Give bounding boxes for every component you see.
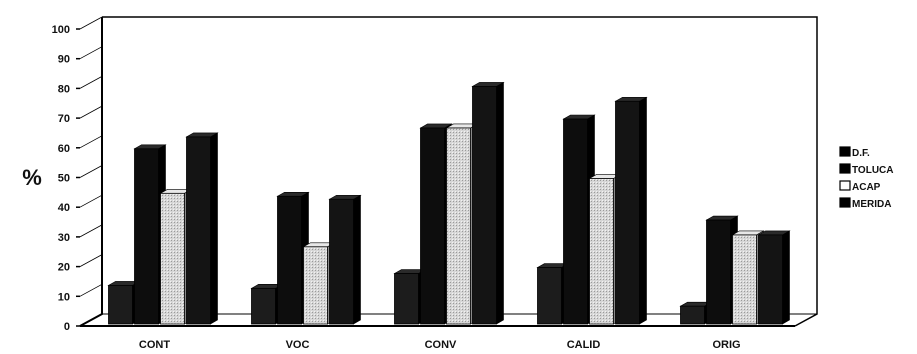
- y-tick-connector: [79, 194, 103, 208]
- legend-swatch: [839, 163, 851, 174]
- x-category-label: CONT: [139, 339, 170, 351]
- y-tick-connector: [79, 313, 103, 327]
- y-tick-label: 0: [64, 321, 70, 333]
- bar-orig-merida: [757, 230, 791, 325]
- bar-front: [251, 287, 276, 325]
- y-tick-connector: [79, 46, 103, 60]
- x-category-label: VOC: [286, 339, 310, 351]
- y-axis-label: %: [22, 165, 42, 190]
- legend-label: D.F.: [852, 148, 870, 159]
- bar-side: [496, 81, 504, 325]
- bar-front: [563, 118, 588, 325]
- y-tick-label: 10: [58, 291, 70, 303]
- x-category-label: CALID: [567, 339, 601, 351]
- bar-front: [537, 267, 562, 325]
- bar-calid-merida: [614, 96, 648, 325]
- bar-voc-acap: [302, 242, 336, 325]
- bar-side: [639, 96, 647, 325]
- bar-front: [303, 246, 328, 325]
- y-tick-label: 30: [58, 232, 70, 244]
- y-tick-label: 60: [58, 143, 70, 155]
- bar-front: [706, 219, 731, 325]
- bar-cont-merida: [185, 132, 219, 325]
- legend-swatch: [839, 197, 851, 208]
- legend-swatch: [839, 146, 851, 157]
- bar-front: [758, 234, 783, 325]
- bar-front: [277, 195, 302, 325]
- bar-side: [782, 230, 790, 325]
- y-tick-connector: [79, 16, 103, 30]
- legend-label: ACAP: [852, 182, 881, 193]
- y-tick-label: 50: [58, 173, 70, 185]
- back-wall-edge: [102, 16, 818, 327]
- bar-front: [108, 284, 133, 325]
- y-tick-connector: [79, 224, 103, 238]
- x-axis: CONT VOC CONV CALID ORIG: [139, 339, 741, 351]
- y-tick-label: 40: [58, 202, 70, 214]
- bar-side: [353, 194, 361, 325]
- bar-front: [589, 178, 614, 325]
- y-tick-connector: [79, 283, 103, 297]
- y-tick-label: 20: [58, 262, 70, 274]
- y-tick-label: 90: [58, 54, 70, 66]
- y-tick-label: 100: [52, 24, 70, 36]
- bar-front: [732, 234, 757, 325]
- x-category-label: CONV: [425, 339, 457, 351]
- y-tick-connector: [79, 105, 103, 119]
- bar-front: [420, 127, 445, 325]
- bar-front: [186, 136, 211, 325]
- bar-front: [394, 273, 419, 325]
- legend-label: TOLUCA: [852, 165, 893, 176]
- bar-front: [680, 305, 705, 325]
- y-tick-connector: [79, 135, 103, 149]
- x-category-label: ORIG: [712, 339, 740, 351]
- bar-front: [472, 86, 497, 325]
- y-axis: 0 10 20 30 40 50 60 70 80 90 100: [52, 16, 103, 333]
- bar-front: [160, 192, 185, 325]
- bars: [107, 81, 791, 325]
- bar-front: [134, 148, 159, 325]
- bar-front: [446, 127, 471, 325]
- legend-label: MERIDA: [852, 199, 891, 210]
- bar-side: [210, 132, 218, 325]
- y-tick-label: 70: [58, 113, 70, 125]
- bar-front: [615, 100, 640, 325]
- y-tick-connector: [79, 76, 103, 89]
- y-tick-connector: [79, 254, 103, 267]
- bar-front: [329, 198, 354, 325]
- bar-conv-merida: [471, 81, 505, 325]
- legend-swatch: [839, 180, 851, 191]
- bar-voc-merida: [328, 194, 362, 325]
- y-tick-connector: [79, 165, 103, 178]
- y-tick-label: 80: [58, 83, 70, 95]
- legend: D.F. TOLUCA ACAP MERIDA: [839, 146, 893, 210]
